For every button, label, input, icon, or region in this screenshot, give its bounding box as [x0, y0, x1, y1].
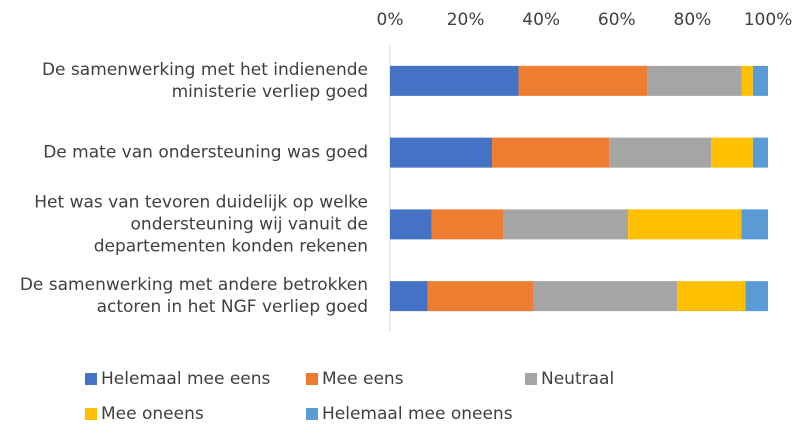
bar-segment [518, 65, 648, 96]
x-tick-label: 100% [744, 10, 793, 30]
legend-swatch [85, 373, 97, 385]
bar-segment [609, 137, 712, 168]
bar-segment [492, 137, 610, 168]
legend-swatch [525, 373, 537, 385]
x-tick-label: 80% [674, 10, 712, 30]
legend-label: Mee eens [322, 369, 404, 389]
x-tick-label: 40% [522, 10, 560, 30]
bar-segment [752, 137, 768, 168]
x-tick-label: 0% [377, 10, 404, 30]
bar-segment [427, 281, 534, 312]
bar-segment [390, 209, 432, 240]
legend-swatch [306, 408, 318, 420]
bar-segment [503, 209, 629, 240]
bar-segment [741, 65, 753, 96]
y-tick-label: Het was van tevoren duidelijk op welke on… [34, 192, 368, 256]
legend-label: Mee oneens [101, 404, 204, 424]
bar-segment [745, 281, 768, 312]
legend-label: Helemaal mee eens [101, 369, 271, 389]
y-tick-label: De mate van ondersteuning was goed [43, 143, 368, 163]
x-tick-label: 20% [447, 10, 485, 30]
legend-label: Helemaal mee oneens [322, 404, 513, 424]
bar-segment [741, 209, 768, 240]
bar-segment [390, 281, 428, 312]
legend-swatch [85, 408, 97, 420]
legend-label: Neutraal [541, 369, 614, 389]
bar-segment [390, 65, 519, 96]
bar-segment [647, 65, 742, 96]
bar-segment [390, 137, 493, 168]
bar-segment [431, 209, 504, 240]
bar-segment [533, 281, 678, 312]
bar-segment [752, 65, 768, 96]
bar-segment [677, 281, 746, 312]
bar-segment [711, 137, 753, 168]
y-tick-label: De samenwerking met andere betrokken acto… [20, 275, 368, 317]
y-tick-label: De samenwerking met het indienende minist… [42, 60, 368, 102]
x-tick-label: 60% [598, 10, 636, 30]
bar-segment [628, 209, 742, 240]
legend-swatch [306, 373, 318, 385]
